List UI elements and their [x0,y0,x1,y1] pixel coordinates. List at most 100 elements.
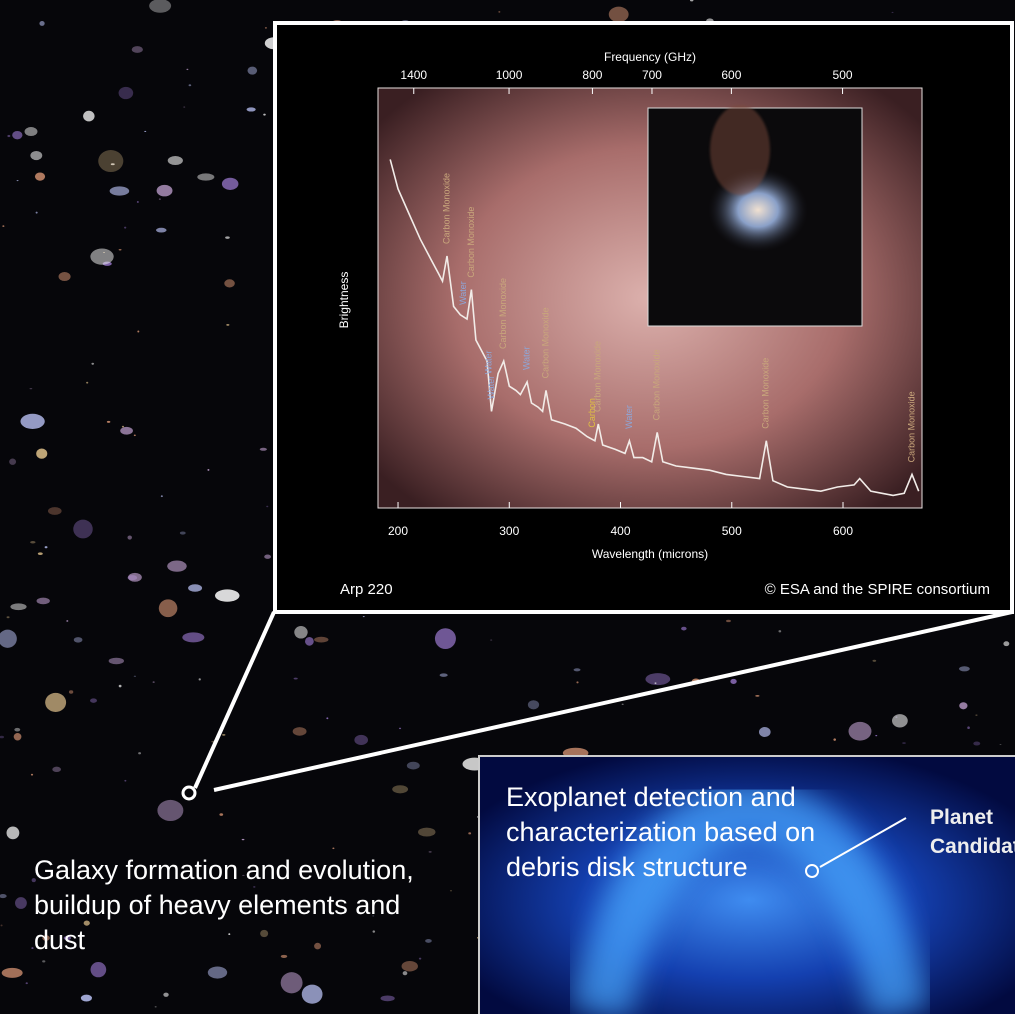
galaxy-dot [959,702,968,710]
galaxy-dot [47,507,62,515]
line-label: Water [624,405,634,429]
galaxy-dot [241,838,245,841]
galaxy-dot [0,629,17,648]
galaxy-dot [246,107,256,112]
galaxy-dot [30,150,43,161]
galaxy-dot [301,984,323,1004]
galaxy-dot [418,827,436,837]
x2-axis-title: Frequency (GHz) [604,50,696,64]
galaxy-dot [188,84,192,87]
line-label: Carbon [587,398,597,428]
galaxy-dot [29,388,33,390]
galaxy-dot [20,413,45,430]
galaxy-dot [31,947,34,950]
galaxy-dot [42,960,46,963]
galaxy-dot [967,726,970,729]
x2-tick-label: 500 [833,68,853,82]
galaxy-dot [58,271,71,282]
galaxy-dot [30,540,36,544]
galaxy-dot [160,495,163,498]
spectrum-line [389,159,920,497]
galaxy-dot [527,700,540,710]
zoom-line [213,610,1013,792]
galaxy-dot [778,630,782,633]
galaxy-dot [468,832,472,835]
galaxy-dot [73,637,83,643]
galaxy-dot [15,897,27,909]
galaxy-dot [197,173,215,181]
galaxy-dot [621,703,624,705]
galaxy-dot [263,113,266,116]
debris-disk [570,779,930,1014]
galaxy-dot [293,677,298,680]
galaxy-dot [45,692,67,712]
galaxy-dot [401,960,418,972]
galaxy-dot [198,678,201,681]
galaxy-dot [63,935,72,941]
x-tick-label: 500 [722,524,742,538]
galaxy-dot [999,744,1002,745]
galaxy-dot [645,673,671,686]
galaxy-dot [228,933,231,936]
galaxy-dot [83,110,95,122]
galaxy-dot [124,226,127,229]
galaxy-dot [498,11,501,13]
galaxy-dot [90,698,97,703]
galaxy-dot [406,761,420,770]
galaxy-dot [127,535,132,540]
galaxy-dot [362,616,365,618]
galaxy-dot [875,735,878,737]
line-label: Carbon Monoxide [593,341,603,412]
line-label: Water [486,376,496,400]
x-axis-title: Wavelength (microns) [592,547,708,561]
galaxy-dot [305,636,314,646]
galaxy-dot [266,505,269,508]
credit: © ESA and the SPIRE consortium [765,581,990,598]
exoplanet-caption: Exoplanet detection and characterization… [506,782,816,882]
galaxy-dot [39,21,45,26]
galaxy-dot [848,721,872,741]
galaxy-dot [215,589,240,602]
galaxy-dot [354,734,368,746]
galaxy-dot [434,628,456,649]
galaxy-dot [186,68,189,71]
galaxy-dot [136,201,139,203]
galaxy-dot [138,752,142,755]
planet-pointer [819,817,907,868]
galaxy-dot [137,330,140,333]
galaxy-dot [36,597,50,605]
galaxy-dot [689,0,694,2]
x2-tick-label: 1000 [496,68,523,82]
galaxy-dot [372,915,375,917]
x2-tick-label: 1400 [400,68,427,82]
galaxy-caption: Galaxy formation and evolution, buildup … [34,855,414,955]
galaxy-dot [264,554,271,559]
galaxy-dot [133,675,137,677]
planet-label: Planet Candidate [930,806,1015,858]
line-label: Water [458,281,468,305]
galaxy-dot [280,972,303,994]
x-tick-label: 600 [833,524,853,538]
galaxy-dot [294,626,308,639]
galaxy-dot [118,249,122,251]
galaxy-dot [975,714,978,716]
galaxy-dot [392,785,409,794]
object-name: Arp 220 [340,581,393,598]
galaxy-dot [576,681,579,684]
galaxy-dot [0,924,3,927]
line-label: Water [484,351,494,375]
galaxy-dot [167,156,183,166]
galaxy-dot [726,619,731,623]
galaxy-dot [158,599,178,618]
galaxy-dot [149,0,172,13]
galaxy-dot [163,992,169,997]
galaxy-dot [280,954,288,958]
galaxy-dot [326,717,329,720]
galaxy-dot [902,742,906,744]
galaxy-dot [755,694,760,697]
galaxy-dot [182,632,205,643]
galaxy-dot [66,620,69,622]
galaxy-dot [398,727,402,730]
galaxy-dot [0,894,7,899]
